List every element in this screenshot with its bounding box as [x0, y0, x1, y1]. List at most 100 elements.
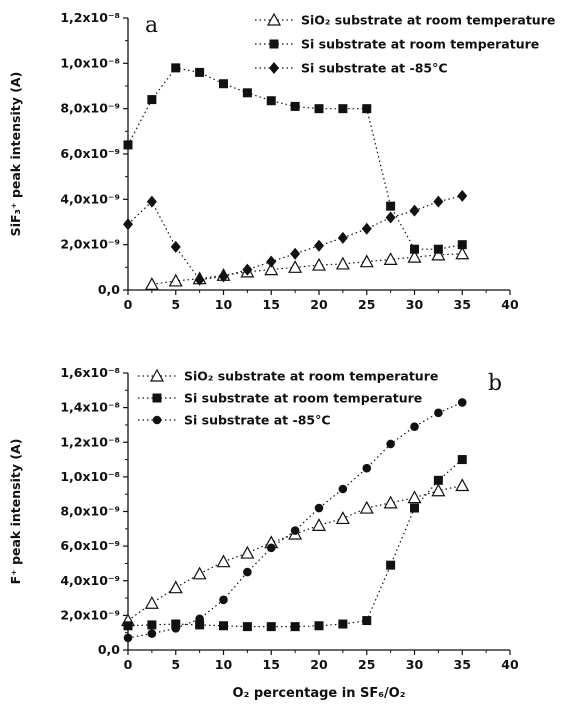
series-line [127, 401, 463, 639]
data-point [219, 79, 228, 89]
data-point [409, 204, 420, 217]
y-tick-label: 8,0x10⁻⁹ [60, 504, 120, 519]
x-tick-label: 20 [310, 297, 328, 312]
legend-label: SiO₂ substrate at room temperature [301, 13, 555, 28]
data-point [314, 104, 324, 114]
y-tick-label: 1,2x10⁻⁸ [60, 10, 120, 25]
series-0 [144, 246, 470, 290]
data-point [455, 478, 470, 492]
data-point [362, 463, 372, 473]
y-tick-label: 8,0x10⁻⁹ [60, 101, 120, 116]
data-point [434, 408, 443, 418]
data-point [335, 511, 350, 525]
data-point [455, 246, 470, 260]
data-point [386, 560, 396, 570]
series-line [127, 67, 463, 250]
data-point [410, 244, 419, 254]
x-tick-label: 15 [263, 297, 280, 312]
data-point [410, 503, 419, 513]
data-point [338, 484, 348, 494]
data-point [123, 633, 133, 643]
data-point [218, 270, 229, 283]
data-point [168, 273, 183, 287]
x-tick-label: 0 [124, 297, 133, 312]
y-tick-label: 2,0x10⁻⁹ [60, 237, 120, 252]
data-point [290, 526, 300, 535]
data-point [290, 622, 300, 632]
legend: SiO₂ substrate at room temperature Si sub… [138, 369, 438, 428]
y-tick-label: 1,6x10⁻⁸ [60, 365, 120, 380]
y-tick-label: 4,0x10⁻⁹ [60, 573, 120, 588]
series-1 [123, 455, 467, 632]
data-point [337, 231, 348, 244]
data-point [171, 624, 181, 633]
data-point [242, 263, 253, 276]
data-point [147, 629, 157, 638]
data-point [457, 189, 468, 202]
legend: SiO₂ substrate at room temperature Si sub… [255, 13, 555, 76]
data-point [386, 201, 396, 211]
data-point [290, 101, 300, 111]
y-tick-label: 0,0 [98, 642, 120, 657]
data-point [314, 621, 324, 631]
data-point [147, 95, 157, 105]
series-line [127, 195, 463, 281]
data-point [431, 483, 446, 497]
data-point [362, 104, 372, 114]
y-tick-label: 1,2x10⁻⁸ [60, 434, 120, 449]
x-tick-label: 0 [124, 657, 133, 672]
legend-label: Si substrate at -85°C [184, 413, 331, 428]
data-point [383, 495, 398, 509]
data-point [311, 518, 327, 531]
y-tick-label: 1,0x10⁻⁸ [60, 55, 120, 70]
y-axis-title: SiF₃⁺ peak intensity (A) [8, 72, 23, 237]
legend-marker [269, 39, 279, 49]
data-point [431, 247, 446, 261]
data-point [433, 195, 444, 208]
x-tick-label: 5 [171, 657, 180, 672]
data-point [123, 140, 133, 150]
y-axis-title: F⁺ peak intensity (A) [8, 439, 23, 585]
y-tick-label: 6,0x10⁻⁹ [60, 538, 120, 553]
data-point [457, 455, 467, 465]
y-tick-label: 6,0x10⁻⁹ [60, 146, 120, 161]
y-tick-label: 1,0x10⁻⁸ [60, 469, 120, 484]
data-point [361, 222, 372, 235]
data-point [216, 554, 231, 568]
series-2 [123, 398, 467, 643]
data-point [195, 67, 205, 77]
x-tick-label: 15 [263, 657, 280, 672]
x-tick-label: 20 [310, 657, 328, 672]
x-tick-label: 35 [454, 657, 471, 672]
x-tick-label: 25 [358, 657, 375, 672]
series-line [127, 459, 463, 628]
data-point [410, 422, 419, 431]
x-tick-label: 30 [406, 657, 424, 672]
x-tick-label: 35 [454, 297, 471, 312]
data-point [362, 616, 372, 626]
data-point [433, 475, 443, 485]
y-tick-label: 2,0x10⁻⁹ [60, 607, 120, 622]
data-point [407, 249, 422, 263]
data-point [219, 621, 228, 631]
data-point [243, 567, 252, 577]
data-point [338, 619, 348, 629]
data-point [266, 543, 276, 553]
data-point [335, 256, 350, 270]
legend-label: SiO₂ substrate at room temperature [184, 369, 438, 384]
data-point [314, 503, 324, 513]
data-point [359, 500, 374, 514]
data-point [290, 247, 301, 260]
data-point [195, 614, 204, 624]
x-tick-label: 5 [171, 297, 180, 312]
panel-label: b [488, 371, 502, 396]
data-point [195, 620, 205, 630]
legend-marker [266, 12, 282, 26]
series-0 [120, 478, 470, 627]
data-point [314, 239, 324, 252]
data-point [266, 255, 277, 268]
data-point [386, 439, 395, 449]
data-point [266, 96, 276, 106]
data-point [407, 490, 422, 504]
